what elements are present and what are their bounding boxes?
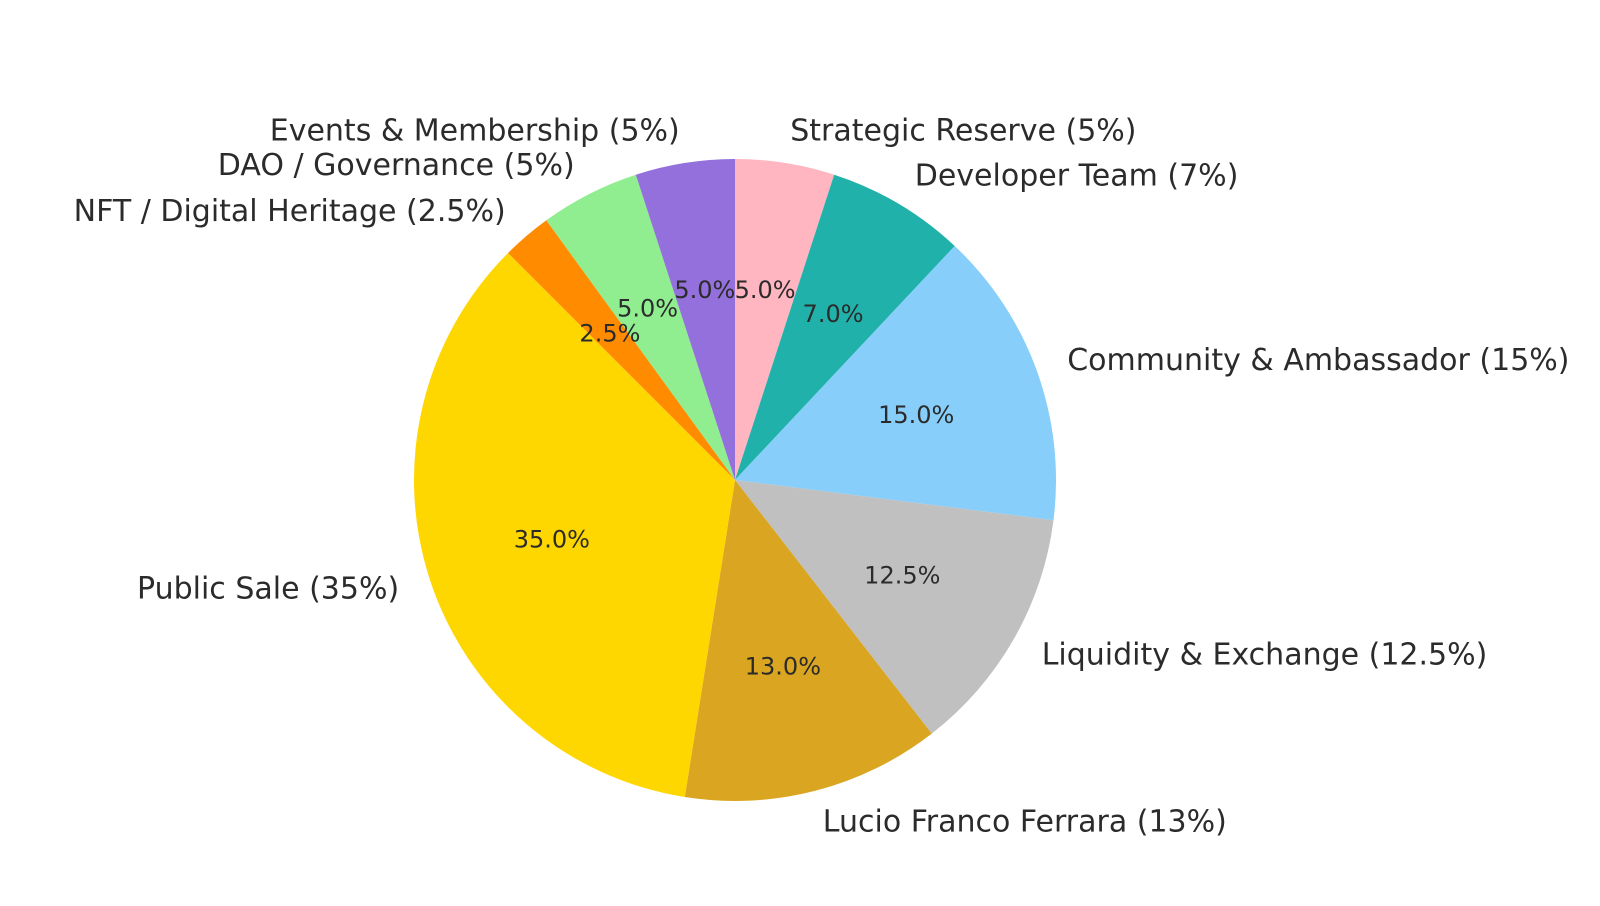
pct-label-public-sale-35: 35.0% [514, 526, 590, 554]
pie-slice-events-membership-5 [635, 159, 735, 480]
slice-labels: Strategic Reserve (5%) Developer Team (7%… [74, 114, 1570, 840]
pie-slice-liquidity-exchange-12-5 [735, 480, 1054, 734]
slice-label-events-membership-5: Events & Membership (5%) [270, 114, 680, 149]
pie-slice-lucio-franco-ferrara-13 [684, 480, 932, 801]
pct-label-dao-governance-5: 5.0% [617, 294, 678, 322]
slice-label-strategic-reserve-5: Strategic Reserve (5%) [790, 114, 1136, 149]
pie-slice-dao-governance-5 [546, 174, 735, 480]
pct-label-liquidity-exchange-12-5: 12.5% [864, 561, 940, 589]
pie-slice-public-sale-35 [414, 253, 735, 798]
pie-slice-developer-team-7 [735, 174, 955, 480]
pie-slice-community-ambassador-15 [735, 246, 1056, 521]
slice-label-public-sale-35: Public Sale (35%) [137, 572, 399, 607]
pct-label-developer-team-7: 7.0% [803, 300, 864, 328]
slice-label-dao-governance-5: DAO / Governance (5%) [218, 148, 575, 183]
slice-label-community-ambassador-15: Community & Ambassador (15%) [1067, 343, 1569, 378]
pct-label-lucio-franco-ferrara-13: 13.0% [745, 653, 821, 681]
pct-label-events-membership-5: 5.0% [674, 276, 735, 304]
pct-label-nft-digital-heritage-2-5: 2.5% [579, 320, 640, 348]
pct-label-strategic-reserve-5: 5.0% [735, 276, 796, 304]
pie-slices [414, 159, 1056, 801]
percentage-labels: 5.0%7.0%15.0%12.5%13.0%35.0%2.5%5.0%5.0% [514, 276, 955, 681]
pie-slice-strategic-reserve-5 [735, 159, 835, 480]
pct-label-community-ambassador-15: 15.0% [878, 401, 954, 429]
slice-label-developer-team-7: Developer Team (7%) [915, 159, 1239, 194]
slice-label-nft-digital-heritage-2-5: NFT / Digital Heritage (2.5%) [74, 194, 506, 229]
pie-slice-nft-digital-heritage-2-5 [508, 220, 735, 480]
slice-label-lucio-franco-ferrara-13: Lucio Franco Ferrara (13%) [823, 805, 1227, 840]
slice-label-liquidity-exchange-12-5: Liquidity & Exchange (12.5%) [1042, 637, 1488, 672]
